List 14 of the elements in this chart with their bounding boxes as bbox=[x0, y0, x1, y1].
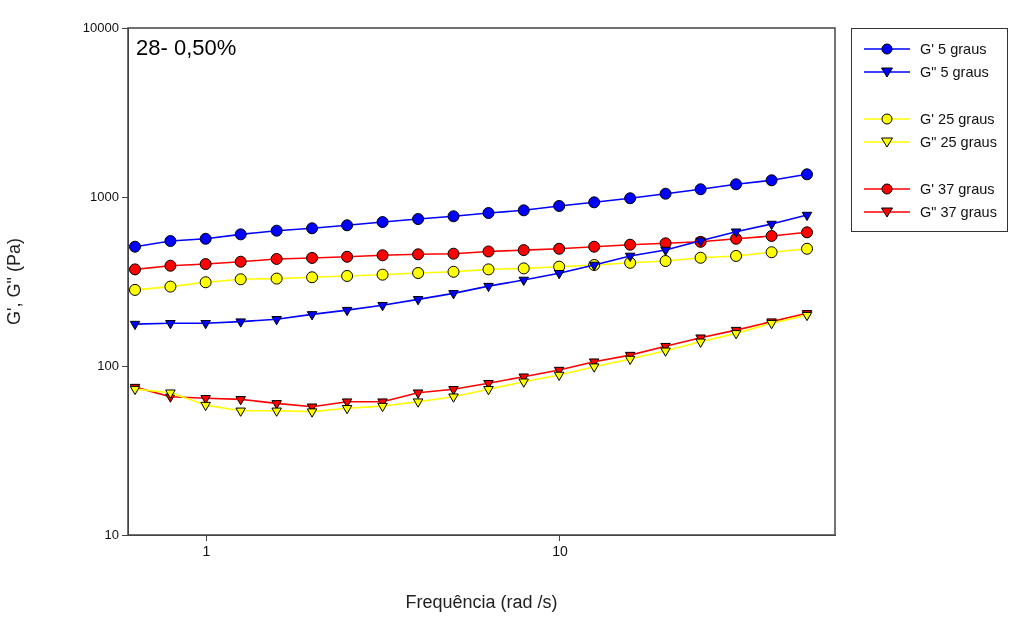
y-axis-title: G', G" (Pa) bbox=[3, 238, 24, 325]
legend-label: G' 25 graus bbox=[920, 110, 995, 127]
x-tick-label: 1 bbox=[202, 543, 211, 560]
legend-label: G' 5 graus bbox=[920, 40, 987, 57]
y-tick-label: 100 bbox=[97, 357, 119, 373]
y-tick-label: 10 bbox=[104, 526, 119, 542]
x-axis-title: Frequência (rad /s) bbox=[405, 592, 558, 613]
y-tick-label: 1000 bbox=[90, 188, 119, 204]
y-tick-label: 10000 bbox=[82, 19, 119, 35]
legend-label: G" 37 graus bbox=[920, 203, 997, 220]
legend-label: G" 25 graus bbox=[920, 133, 997, 150]
legend-label: G" 5 graus bbox=[920, 63, 989, 80]
legend-label: G' 37 graus bbox=[920, 180, 995, 197]
annotation: 28- 0,50% bbox=[136, 35, 237, 61]
